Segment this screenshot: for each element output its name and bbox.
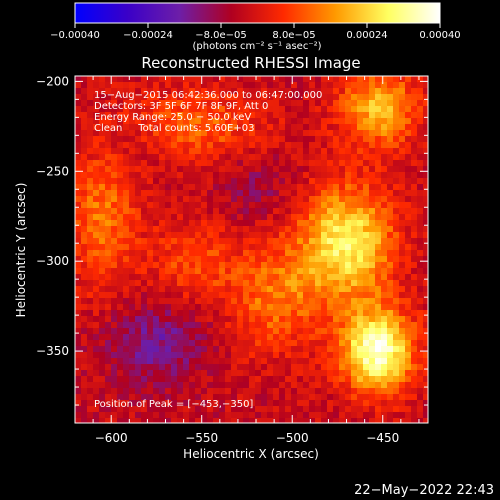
- colorbar-tick-label: 0.00024: [346, 30, 387, 41]
- x-tick-label: −450: [366, 431, 399, 445]
- x-tick-label: −500: [276, 431, 309, 445]
- x-axis-label: Heliocentric X (arcsec): [183, 447, 319, 461]
- info-line-time: 15−Aug−2015 06:42:36.000 to 06:47:00.000: [94, 90, 322, 101]
- y-axis: −200 −250 −300 −350: [36, 74, 428, 406]
- colorbar-tick-label: 8.0e−05: [272, 30, 315, 41]
- chart-title: Reconstructed RHESSI Image: [141, 54, 360, 72]
- y-tick-label: −350: [36, 344, 69, 358]
- colorbar-tick-label: −0.00024: [123, 30, 173, 41]
- y-tick-label: −300: [36, 254, 69, 268]
- info-block: 15−Aug−2015 06:42:36.000 to 06:47:00.000…: [94, 90, 322, 134]
- heatmap-image: [75, 76, 428, 423]
- colorbar-units: (photons cm⁻² s⁻¹ asec⁻²): [192, 41, 321, 52]
- y-tick-label: −200: [36, 74, 69, 88]
- info-line-energy: Energy Range: 25.0 − 50.0 keV: [94, 112, 251, 123]
- colorbar-tick-label: 0.00040: [419, 30, 460, 41]
- colorbar-frame: [74, 2, 441, 24]
- x-axis: −600 −550 −500 −450: [92, 76, 420, 445]
- x-tick-label: −550: [185, 431, 218, 445]
- y-axis-label: Heliocentric Y (arcsec): [14, 183, 28, 318]
- colorbar: −0.00040 −0.00024 −8.0e−05 8.0e−05 0.00024 0.…: [50, 2, 461, 52]
- peak-position-label: Position of Peak = [−453,−350]: [94, 399, 253, 410]
- info-line-clean: Clean Total counts: 5.60E+03: [94, 123, 254, 134]
- colorbar-bar: [75, 3, 440, 23]
- timestamp: 22−May−2022 22:43: [354, 483, 494, 498]
- x-tick-label: −600: [95, 431, 128, 445]
- plot-frame: [74, 75, 429, 424]
- colorbar-tick-label: −8.0e−05: [195, 30, 247, 41]
- y-tick-label: −250: [36, 164, 69, 178]
- info-line-detectors: Detectors: 3F 5F 6F 7F 8F 9F, Att 0: [94, 101, 268, 112]
- colorbar-ticks: −0.00040 −0.00024 −8.0e−05 8.0e−05 0.00024 0.…: [50, 23, 461, 41]
- colorbar-tick-label: −0.00040: [50, 30, 100, 41]
